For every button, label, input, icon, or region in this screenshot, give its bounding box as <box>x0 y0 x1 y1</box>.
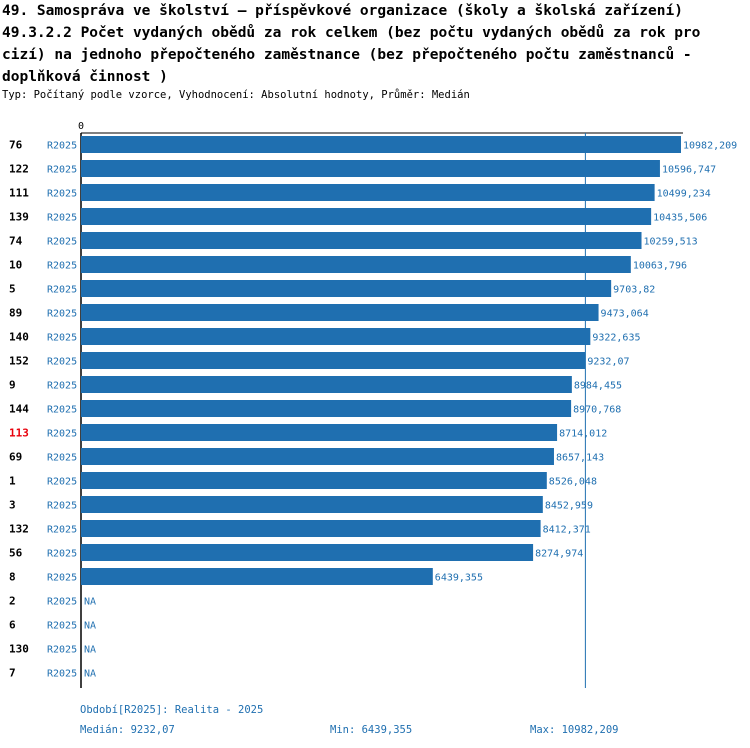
value-label: 6439,355 <box>435 573 483 584</box>
max-summary: Max: 10982,209 <box>530 724 619 736</box>
bar <box>81 544 534 561</box>
bar <box>81 424 558 441</box>
category-label: 10 <box>9 259 22 272</box>
category-label: 111 <box>9 187 29 200</box>
bar <box>81 448 554 465</box>
category-label: 76 <box>9 139 23 152</box>
bar <box>81 496 543 513</box>
min-summary: Min: 6439,355 <box>330 724 413 736</box>
value-label: 8274,974 <box>535 549 583 560</box>
bar <box>81 256 631 273</box>
bar <box>81 160 660 177</box>
value-label: 9322,635 <box>592 333 640 344</box>
category-label: 5 <box>9 283 16 296</box>
bar <box>81 184 655 201</box>
x-tick-label: 0 <box>78 121 84 132</box>
category-label: 7 <box>9 667 16 680</box>
bar <box>81 352 586 369</box>
value-label: 10982,209 <box>683 141 737 152</box>
chart-subtitle: Typ: Počítaný podle vzorce, Vyhodnocení:… <box>2 89 470 101</box>
period-label: R2025 <box>47 285 77 296</box>
category-label: 2 <box>9 595 16 608</box>
value-label: 8657,143 <box>556 453 604 464</box>
value-label: 10499,234 <box>657 189 711 200</box>
category-label: 74 <box>9 235 23 248</box>
category-label: 6 <box>9 619 16 632</box>
bar <box>81 376 572 393</box>
category-label: 9 <box>9 379 16 392</box>
bar <box>81 472 547 489</box>
category-label: 113 <box>9 427 29 440</box>
median-summary: Medián: 9232,07 <box>80 724 175 736</box>
value-label: 10259,513 <box>644 237 698 248</box>
period-label: R2025 <box>47 645 77 656</box>
period-label: R2025 <box>47 381 77 392</box>
category-label: 56 <box>9 547 23 560</box>
period-label: R2025 <box>47 429 77 440</box>
bar <box>81 400 572 417</box>
bar <box>81 280 612 297</box>
period-label: R2025 <box>47 501 77 512</box>
chart-title: 49. Samospráva ve školství – příspěvkové… <box>2 3 701 85</box>
bar <box>81 136 681 153</box>
bar <box>81 232 642 249</box>
category-label: 130 <box>9 643 29 656</box>
period-label: R2025 <box>47 213 77 224</box>
bar <box>81 304 599 321</box>
period-label: R2025 <box>47 189 77 200</box>
category-label: 152 <box>9 355 29 368</box>
value-label: 8452,959 <box>545 501 593 512</box>
category-label: 69 <box>9 451 22 464</box>
category-label: 89 <box>9 307 22 320</box>
period-label: R2025 <box>47 573 77 584</box>
value-label: 8970,768 <box>573 405 621 416</box>
category-label: 144 <box>9 403 29 416</box>
bar <box>81 520 541 537</box>
period-label: R2025 <box>47 309 77 320</box>
value-label: 8984,455 <box>574 381 622 392</box>
bar <box>81 208 652 225</box>
value-label: 10596,747 <box>662 165 716 176</box>
value-label: 10435,506 <box>653 213 707 224</box>
category-label: 139 <box>9 211 29 224</box>
value-label: 9232,07 <box>587 357 629 368</box>
period-label: R2025 <box>47 549 77 560</box>
value-label: NA <box>84 669 96 680</box>
value-label: NA <box>84 597 96 608</box>
period-label: R2025 <box>47 621 77 632</box>
period-label: R2025 <box>47 141 77 152</box>
category-label: 1 <box>9 475 16 488</box>
value-label: NA <box>84 645 96 656</box>
period-label: R2025 <box>47 261 77 272</box>
period-label: R2025 <box>47 597 77 608</box>
bar <box>81 328 591 345</box>
period-label: R2025 <box>47 165 77 176</box>
category-label: 3 <box>9 499 16 512</box>
category-label: 132 <box>9 523 29 536</box>
category-label: 8 <box>9 571 16 584</box>
period-label: R2025 <box>47 453 77 464</box>
period-label: R2025 <box>47 357 77 368</box>
category-label: 122 <box>9 163 29 176</box>
period-label: R2025 <box>47 333 77 344</box>
period-legend: Období[R2025]: Realita - 2025 <box>80 704 264 716</box>
value-label: 10063,796 <box>633 261 687 272</box>
period-label: R2025 <box>47 237 77 248</box>
value-label: NA <box>84 621 96 632</box>
value-label: 8526,048 <box>549 477 597 488</box>
period-label: R2025 <box>47 525 77 536</box>
period-label: R2025 <box>47 669 77 680</box>
value-label: 8714,012 <box>559 429 607 440</box>
category-label: 140 <box>9 331 29 344</box>
bar <box>81 568 433 585</box>
period-label: R2025 <box>47 477 77 488</box>
period-label: R2025 <box>47 405 77 416</box>
value-label: 8412,371 <box>543 525 591 536</box>
value-label: 9473,064 <box>601 309 649 320</box>
value-label: 9703,82 <box>613 285 655 296</box>
